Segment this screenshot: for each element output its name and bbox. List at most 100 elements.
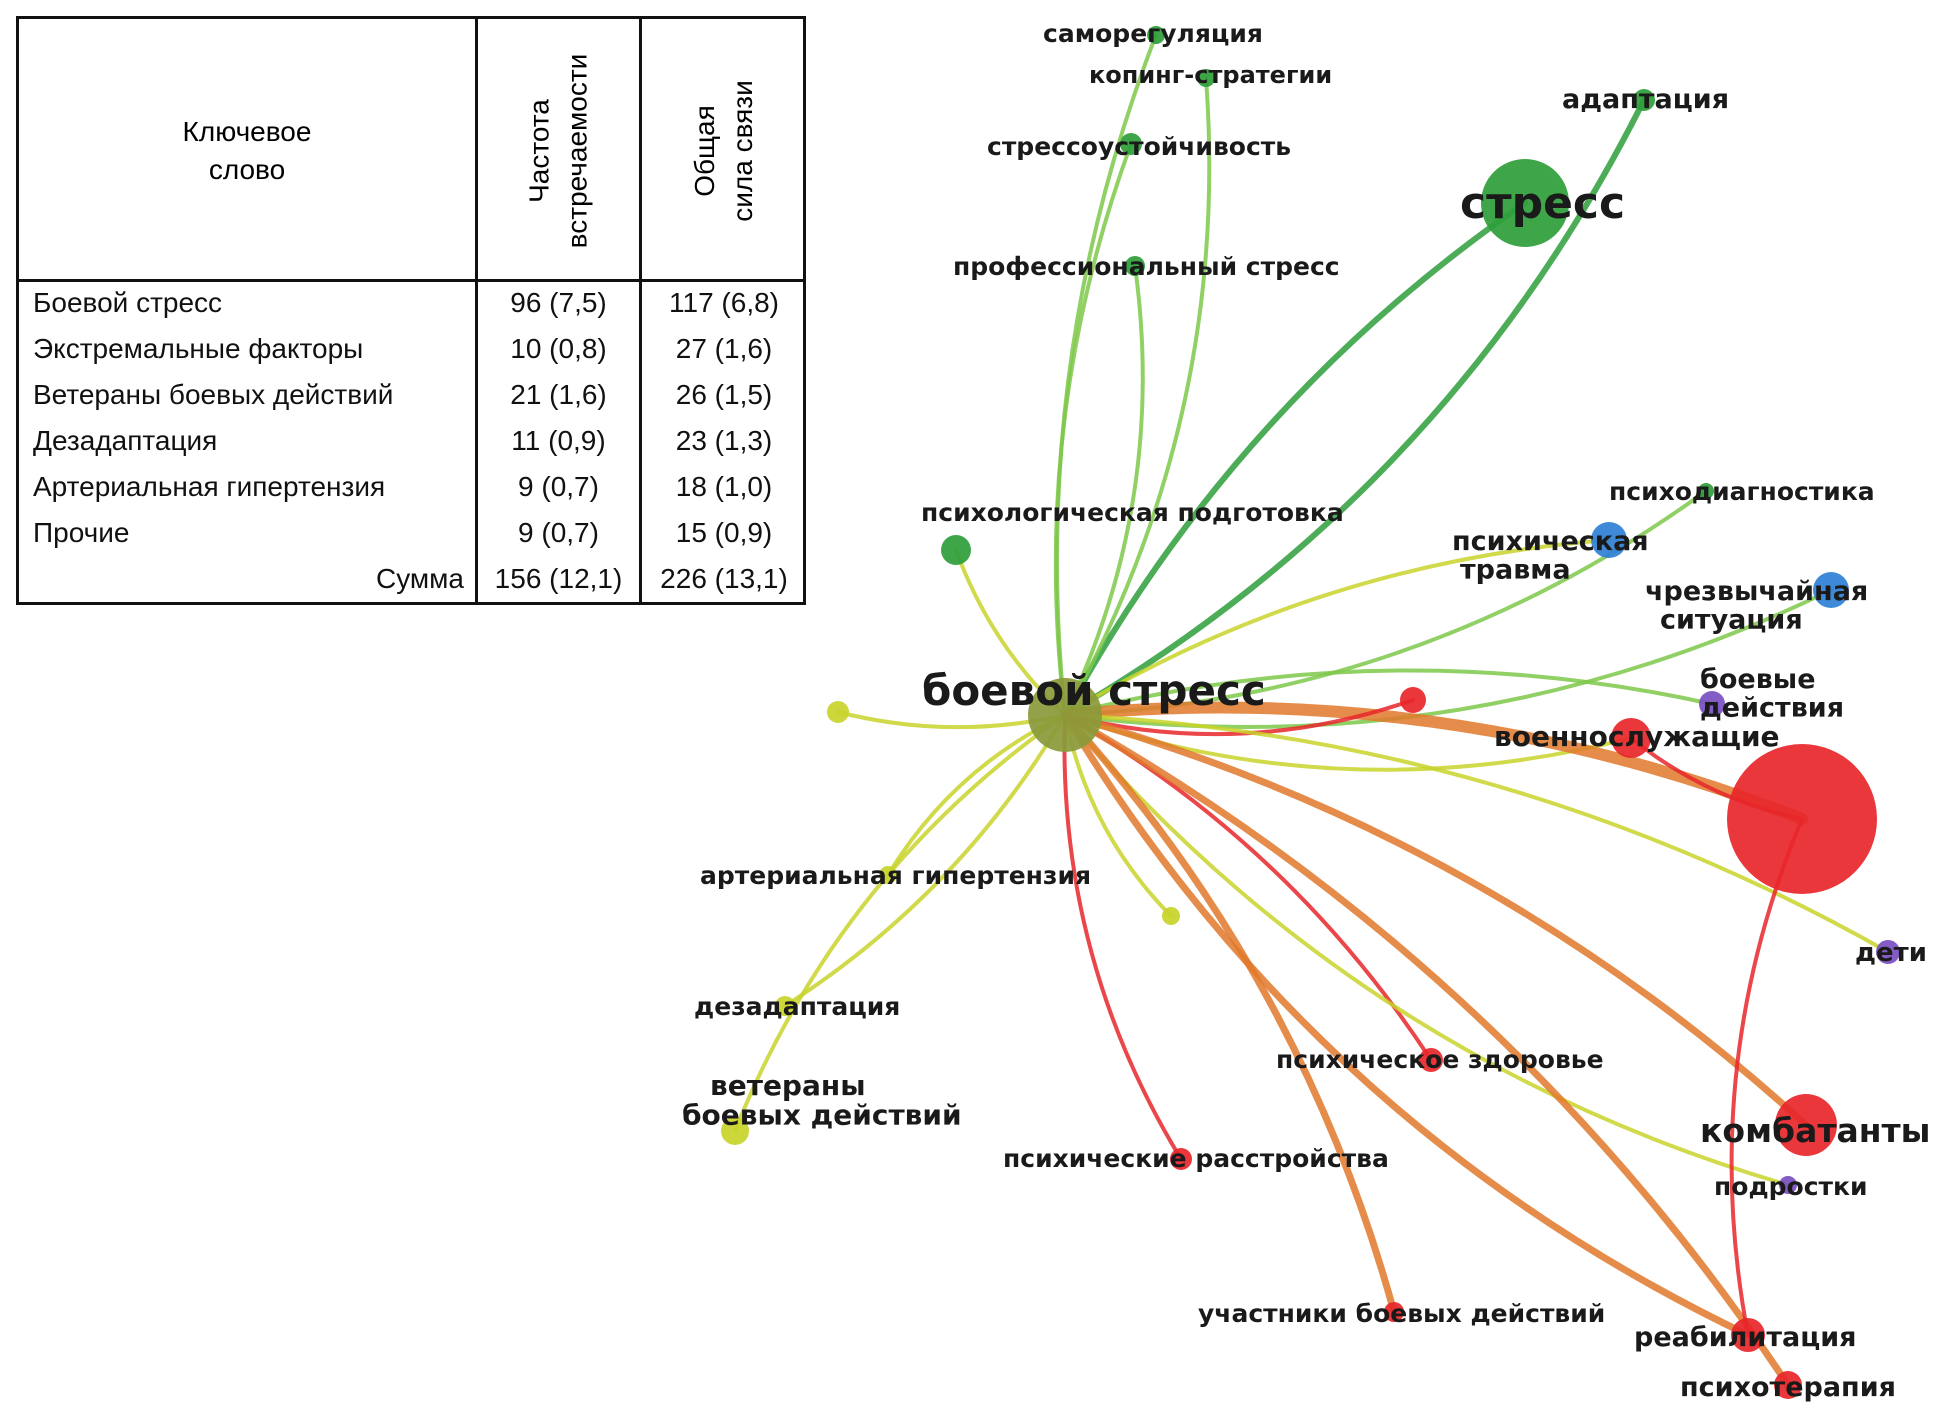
row-keyword: Артериальная гипертензия	[33, 471, 386, 502]
row-frequency: 156 (12,1)	[494, 563, 623, 594]
node-label-children: дети	[1855, 938, 1927, 968]
node-combat[interactable]	[1699, 691, 1725, 717]
row-frequency: 21 (1,6)	[510, 379, 607, 410]
node-disadapt[interactable]	[775, 996, 795, 1016]
node-mhealth[interactable]	[1419, 1048, 1443, 1072]
node-label-mhealth: психическое здоровье	[1276, 1045, 1604, 1074]
node-smallyel1[interactable]	[827, 701, 849, 723]
row-link-strength: 26 (1,5)	[675, 379, 773, 410]
edge-center-adapt	[1062, 97, 1647, 718]
node-psydiag[interactable]	[1698, 483, 1714, 499]
node-hypert[interactable]	[879, 866, 897, 884]
node-soldiers[interactable]	[1611, 718, 1651, 758]
table-divider	[19, 279, 803, 282]
node-label-combat: боевые	[1700, 664, 1816, 695]
node-label-participants: участники боевых действий	[1198, 1299, 1605, 1328]
node-label-combatants: комбатанты	[1700, 1111, 1931, 1150]
row-keyword: Прочие	[33, 517, 130, 548]
node-veterans[interactable]	[721, 1117, 749, 1145]
edge-center-coping	[1063, 76, 1212, 717]
edge-center-trauma	[1063, 538, 1611, 717]
node-combatants[interactable]	[1775, 1094, 1837, 1156]
node-label-trauma: психическая	[1452, 526, 1649, 557]
node-label-emerg: ситуация	[1660, 604, 1803, 635]
node-label-hypert: артериальная гипертензия	[700, 861, 1091, 890]
keyword-table: Ключевое слово Частота встречаемости Общ…	[16, 16, 806, 605]
node-resil[interactable]	[1120, 133, 1142, 155]
node-label-veterans: ветераны	[710, 1069, 866, 1102]
node-label-soldiers: военнослужащие	[1494, 720, 1780, 753]
edge-center-mdis	[1062, 713, 1183, 1161]
header-keyword: Ключевое слово	[19, 19, 475, 282]
node-psyprep[interactable]	[941, 535, 971, 565]
node-label-stress: стресс	[1460, 178, 1625, 229]
edge-center-combat	[1063, 668, 1714, 717]
row-frequency: 11 (0,9)	[511, 425, 606, 456]
node-label-adapt: адаптация	[1562, 84, 1729, 115]
node-label-disadapt: дезадаптация	[694, 992, 900, 1021]
row-frequency: 96 (7,5)	[510, 287, 607, 318]
row-keyword: Дезадаптация	[33, 425, 218, 456]
node-label-veterans: боевых действий	[682, 1098, 962, 1131]
row-frequency: 10 (0,8)	[510, 333, 607, 364]
edge-center-participants	[1061, 711, 1398, 1316]
node-label-teens: подростки	[1714, 1172, 1868, 1201]
table-divider	[475, 19, 478, 602]
edge-center-combatants	[1061, 711, 1810, 1129]
row-keyword: Экстремальные факторы	[33, 333, 364, 364]
row-link-strength: 18 (1,0)	[675, 471, 773, 502]
node-label-center: боевой стресс	[922, 666, 1266, 715]
row-link-strength: 23 (1,3)	[675, 425, 773, 456]
node-stress[interactable]	[1481, 159, 1569, 247]
node-label-psydiag: психодиагностика	[1609, 477, 1875, 506]
node-selfreg[interactable]	[1147, 26, 1165, 44]
node-emerg[interactable]	[1813, 572, 1849, 608]
table-divider	[639, 19, 642, 602]
edge-center-disadapt	[783, 713, 1067, 1008]
node-children[interactable]	[1876, 940, 1900, 964]
edge-center-mhealth	[1063, 713, 1433, 1062]
node-label-psytherapy: психотерапия	[1680, 1372, 1896, 1403]
node-participants[interactable]	[1384, 1302, 1404, 1322]
node-mdis[interactable]	[1170, 1148, 1192, 1170]
node-bigred[interactable]	[1727, 744, 1877, 894]
node-psytherapy[interactable]	[1774, 1371, 1802, 1399]
row-frequency: 9 (0,7)	[518, 517, 599, 548]
node-label-selfreg: саморегуляция	[1043, 19, 1263, 48]
row-keyword: Ветераны боевых действий	[33, 379, 394, 410]
node-label-resil: стрессоустойчивость	[987, 132, 1291, 161]
node-trauma[interactable]	[1591, 522, 1627, 558]
node-label-trauma: травма	[1460, 554, 1571, 585]
edge-center-rehab	[1061, 711, 1752, 1339]
node-label-mdis: психические расстройства	[1003, 1144, 1389, 1173]
edge-center-profstress	[1063, 264, 1145, 717]
row-link-strength: 226 (13,1)	[660, 563, 788, 594]
total-label: Сумма	[376, 563, 464, 594]
node-label-coping: копинг-стратегии	[1089, 61, 1332, 89]
row-link-strength: 15 (0,9)	[675, 517, 773, 548]
node-smallred[interactable]	[1400, 687, 1426, 713]
node-label-profstress: профессиональный стресс	[953, 252, 1340, 281]
edge-center-teens	[1063, 713, 1790, 1187]
node-coping[interactable]	[1197, 69, 1215, 87]
edge-center-stress	[1062, 200, 1528, 718]
node-label-emerg: чрезвычайная	[1645, 576, 1868, 607]
node-label-psyprep: психологическая подготовка	[921, 498, 1344, 527]
row-link-strength: 117 (6,8)	[669, 287, 779, 318]
node-center[interactable]	[1028, 678, 1102, 752]
row-keyword: Боевой стресс	[33, 287, 223, 318]
node-smallyel2[interactable]	[1162, 907, 1180, 925]
node-adapt[interactable]	[1633, 89, 1655, 111]
row-frequency: 9 (0,7)	[518, 471, 599, 502]
node-teens[interactable]	[1779, 1176, 1797, 1194]
node-profstress[interactable]	[1125, 256, 1145, 276]
node-label-rehab: реабилитация	[1634, 1322, 1856, 1353]
row-link-strength: 27 (1,6)	[675, 333, 773, 364]
node-label-combat: действия	[1700, 692, 1844, 723]
edge-center-resil	[1053, 142, 1133, 717]
edge-bigred-rehab	[1729, 817, 1804, 1337]
edge-center-psytherapy	[1061, 711, 1792, 1389]
edge-center-veterans	[733, 713, 1067, 1133]
node-rehab[interactable]	[1731, 1318, 1765, 1352]
